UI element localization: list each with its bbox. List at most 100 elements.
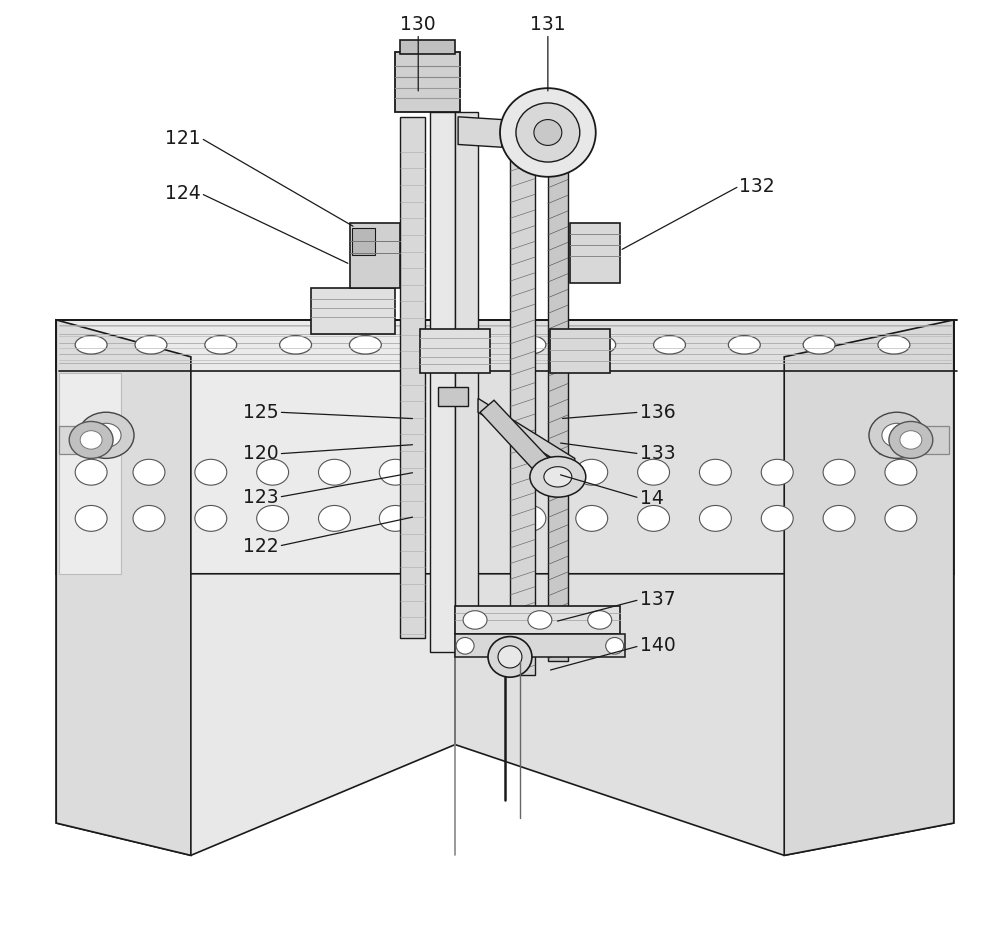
Text: 131: 131 [530,15,566,33]
Ellipse shape [69,421,113,458]
Text: 140: 140 [640,636,675,656]
Polygon shape [430,112,455,652]
Polygon shape [879,426,949,454]
Ellipse shape [534,119,562,145]
Ellipse shape [878,335,910,354]
Polygon shape [455,319,954,370]
Text: 123: 123 [243,488,279,507]
Ellipse shape [488,636,532,677]
Polygon shape [455,574,954,856]
Polygon shape [550,329,610,372]
Ellipse shape [195,506,227,532]
Ellipse shape [500,88,596,177]
Text: 136: 136 [640,403,675,421]
Ellipse shape [528,611,552,629]
Polygon shape [59,372,121,574]
Polygon shape [438,387,468,406]
Ellipse shape [75,459,107,485]
Polygon shape [350,223,400,288]
Ellipse shape [205,335,237,354]
Ellipse shape [869,412,925,458]
Polygon shape [455,112,478,652]
Ellipse shape [576,459,608,485]
Ellipse shape [133,459,165,485]
Ellipse shape [133,506,165,532]
Ellipse shape [257,506,289,532]
Ellipse shape [882,423,912,447]
Polygon shape [510,121,535,675]
Text: 124: 124 [165,184,201,203]
Ellipse shape [257,459,289,485]
Ellipse shape [379,506,411,532]
Polygon shape [455,633,625,657]
Ellipse shape [588,611,612,629]
Polygon shape [59,426,121,454]
Ellipse shape [699,506,731,532]
Ellipse shape [514,459,546,485]
Polygon shape [455,319,954,574]
Ellipse shape [319,506,350,532]
Polygon shape [311,288,395,333]
Ellipse shape [544,467,572,487]
Ellipse shape [761,459,793,485]
Text: 133: 133 [640,444,675,463]
Ellipse shape [606,637,624,654]
Polygon shape [548,149,568,661]
Polygon shape [480,400,555,477]
Ellipse shape [823,506,855,532]
Ellipse shape [638,506,670,532]
Ellipse shape [195,459,227,485]
Ellipse shape [414,335,446,354]
Ellipse shape [75,506,107,532]
Text: 14: 14 [640,489,663,507]
Text: 130: 130 [400,15,436,33]
Polygon shape [420,329,490,372]
Ellipse shape [379,459,411,485]
Ellipse shape [654,335,685,354]
Ellipse shape [516,103,580,162]
Ellipse shape [514,335,546,354]
Ellipse shape [530,457,586,497]
Ellipse shape [319,459,350,485]
Ellipse shape [885,506,917,532]
Polygon shape [395,52,460,112]
Ellipse shape [75,335,107,354]
Ellipse shape [349,335,381,354]
Ellipse shape [91,423,121,447]
Ellipse shape [576,506,608,532]
Polygon shape [400,117,425,638]
Ellipse shape [280,335,312,354]
Ellipse shape [78,412,134,458]
Polygon shape [458,117,502,147]
Polygon shape [56,574,455,856]
Polygon shape [56,319,455,370]
Ellipse shape [80,431,102,449]
Text: 120: 120 [243,444,279,463]
Polygon shape [784,319,954,856]
Text: 122: 122 [243,536,279,556]
Polygon shape [570,223,620,283]
Text: 132: 132 [739,177,775,195]
Ellipse shape [638,459,670,485]
Ellipse shape [728,335,760,354]
Polygon shape [455,607,620,633]
Ellipse shape [463,611,487,629]
Polygon shape [352,228,375,256]
Ellipse shape [889,421,933,458]
Polygon shape [478,398,575,472]
Text: 121: 121 [165,129,201,147]
Ellipse shape [761,506,793,532]
Ellipse shape [823,459,855,485]
Ellipse shape [699,459,731,485]
Ellipse shape [900,431,922,449]
Polygon shape [56,319,455,574]
Ellipse shape [514,506,546,532]
Ellipse shape [498,645,522,668]
Ellipse shape [803,335,835,354]
Ellipse shape [885,459,917,485]
Text: 137: 137 [640,590,675,609]
Ellipse shape [135,335,167,354]
Polygon shape [400,40,455,54]
Text: 125: 125 [243,403,279,421]
Polygon shape [56,319,191,856]
